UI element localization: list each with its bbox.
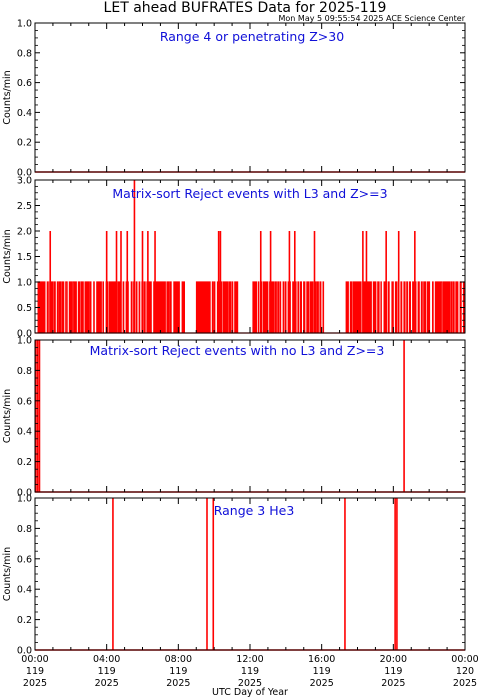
- x-axis-title: UTC Day of Year: [212, 687, 288, 698]
- panel-title: Matrix-sort Reject events with L3 and Z>…: [112, 186, 387, 201]
- x-tick-year: 2025: [238, 678, 262, 689]
- x-axis-labels: 00:00119202504:00119202508:00119202512:0…: [21, 654, 478, 689]
- x-tick-year: 2025: [310, 678, 334, 689]
- x-tick-year: 2025: [23, 678, 47, 689]
- y-tick-label: 2.0: [17, 227, 32, 238]
- x-tick-doy: 119: [169, 666, 187, 677]
- y-tick-label: 0.6: [17, 78, 32, 89]
- x-tick-doy: 119: [384, 666, 402, 677]
- x-tick-doy: 120: [456, 666, 474, 677]
- x-tick-time: 00:00: [451, 654, 478, 665]
- y-tick-label: 0.4: [17, 427, 32, 438]
- y-tick-label: 0.5: [17, 303, 32, 314]
- y-tick-label: 3.0: [17, 176, 32, 187]
- panel-title: Range 4 or penetrating Z>30: [160, 29, 344, 44]
- y-tick-label: 1.0: [17, 336, 32, 347]
- dense-activity-trace: [35, 281, 465, 334]
- y-tick-label: 0.2: [17, 138, 32, 149]
- y-tick-label: 0.4: [17, 108, 32, 119]
- y-axis-label: Counts/min: [2, 547, 13, 601]
- y-tick-label: 0.6: [17, 396, 32, 407]
- x-tick-time: 20:00: [380, 654, 407, 665]
- y-tick-label: 0.4: [17, 585, 32, 596]
- x-tick-year: 2025: [381, 678, 405, 689]
- x-tick-doy: 119: [313, 666, 331, 677]
- plot-frame: [34, 22, 466, 173]
- plot-frame: [34, 339, 466, 493]
- x-tick-time: 08:00: [165, 654, 192, 665]
- panel-2: 0.0 0.5 1.0 1.5 2.0 2.5 3.0 Counts/min Matrix-so…: [2, 176, 466, 340]
- x-tick-year: 2025: [95, 678, 119, 689]
- x-tick-doy: 119: [26, 666, 44, 677]
- x-tick-time: 04:00: [93, 654, 120, 665]
- y-tick-label: 0.8: [17, 524, 32, 535]
- chart-title: LET ahead BUFRATES Data for 2025-119: [104, 0, 387, 16]
- y-tick-label: 0.0: [17, 168, 32, 179]
- y-axis-label: Counts/min: [2, 229, 13, 283]
- panel-3: 0.0 0.2 0.4 0.6 0.8 1.0 Counts/min Matrix-sort …: [2, 336, 466, 499]
- x-tick-doy: 119: [241, 666, 259, 677]
- plot-frame: [34, 497, 466, 651]
- y-tick-label: 0.8: [17, 366, 32, 377]
- y-tick-label: 0.8: [17, 48, 32, 59]
- y-axis-label: Counts/min: [2, 70, 13, 124]
- panel-title: Range 3 He3: [214, 503, 295, 518]
- panel-4: 0.0 0.2 0.4 0.6 0.8 1.0 Counts/min Range 3 He3: [2, 494, 466, 657]
- panels: 0.0 0.2 0.4 0.6 0.8 1.0 Counts/min Range 4 or p…: [2, 19, 466, 657]
- y-tick-label: 1.5: [17, 252, 32, 263]
- panel-1: 0.0 0.2 0.4 0.6 0.8 1.0 Counts/min Range 4 or p…: [2, 19, 466, 179]
- y-tick-label: 0.6: [17, 554, 32, 565]
- y-tick-label: 0.0: [17, 329, 32, 340]
- y-tick-label: 0.0: [17, 646, 32, 657]
- panel-title: Matrix-sort Reject events with no L3 and…: [90, 343, 385, 358]
- y-tick-label: 0.0: [17, 488, 32, 499]
- y-tick-label: 2.5: [17, 201, 32, 212]
- x-tick-year: 2025: [453, 678, 477, 689]
- y-tick-label: 0.2: [17, 457, 32, 468]
- x-tick-time: 00:00: [21, 654, 48, 665]
- x-tick-time: 12:00: [236, 654, 263, 665]
- generation-timestamp: Mon May 5 09:55:54 2025 ACE Science Cent…: [279, 14, 466, 23]
- x-tick-year: 2025: [166, 678, 190, 689]
- y-tick-label: 1.0: [17, 19, 32, 30]
- y-tick-label: 1.0: [17, 494, 32, 505]
- y-tick-label: 0.2: [17, 615, 32, 626]
- x-tick-time: 16:00: [308, 654, 335, 665]
- y-axis-label: Counts/min: [2, 389, 13, 443]
- x-tick-doy: 119: [98, 666, 116, 677]
- y-tick-label: 1.0: [17, 278, 32, 289]
